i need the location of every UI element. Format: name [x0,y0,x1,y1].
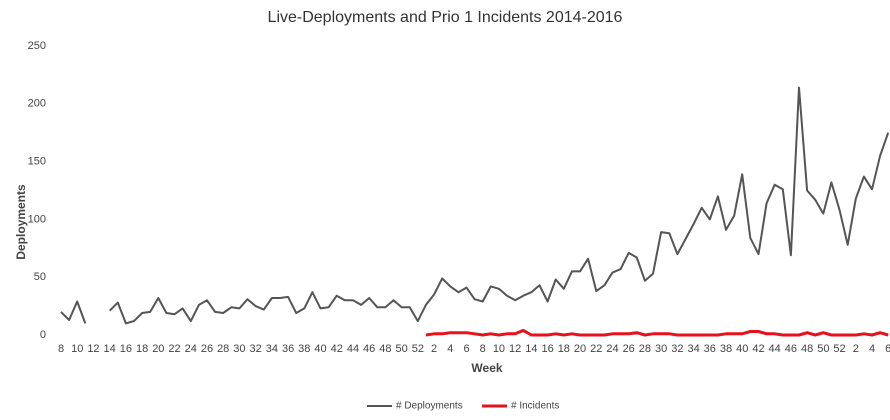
x-tick-label: 8 [480,343,486,355]
legend-label: # Deployments [396,401,463,412]
data-line [60,86,890,325]
x-tick-label: 12 [509,343,521,355]
x-tick-label: 30 [233,343,245,355]
x-tick-label: 46 [785,343,797,355]
x-tick-label: 32 [671,343,683,355]
x-tick-label: 18 [136,343,148,355]
y-tick-label: 250 [28,40,46,52]
legend-label: # Incidents [511,401,559,412]
data-line [425,328,889,337]
x-tick-label: 4 [447,343,453,355]
x-tick-label: 50 [395,343,407,355]
x-tick-label: 52 [833,343,845,355]
y-tick-label: 100 [28,213,46,225]
x-tick-label: 52 [412,343,424,355]
x-tick-label: 34 [687,343,699,355]
x-tick-label: 2 [853,343,859,355]
x-tick-label: 44 [769,343,781,355]
x-tick-label: 44 [347,343,359,355]
x-tick-label: 14 [525,343,537,355]
y-tick-label: 150 [28,156,46,168]
y-tick-label: 0 [40,329,46,341]
x-tick-label: 34 [266,343,278,355]
x-tick-label: 42 [331,343,343,355]
x-tick-label: 28 [217,343,229,355]
x-tick-label: 40 [736,343,748,355]
x-tick-label: 6 [463,343,469,355]
x-tick-label: 24 [185,343,197,355]
x-tick-label: 26 [201,343,213,355]
x-tick-label: 10 [493,343,505,355]
x-tick-label: 38 [298,343,310,355]
x-tick-label: 20 [152,343,164,355]
x-tick-label: 26 [623,343,635,355]
x-tick-label: 30 [655,343,667,355]
x-tick-label: 40 [314,343,326,355]
x-tick-label: 24 [606,343,618,355]
chart-title: Live-Deployments and Prio 1 Incidents 20… [268,9,623,26]
x-tick-label: 14 [104,343,116,355]
x-tick-label: 38 [720,343,732,355]
x-tick-label: 16 [541,343,553,355]
x-tick-label: 36 [704,343,716,355]
x-tick-label: 36 [282,343,294,355]
x-tick-label: 18 [558,343,570,355]
x-tick-label: 28 [639,343,651,355]
x-tick-label: 32 [250,343,262,355]
x-tick-label: 4 [869,343,875,355]
x-tick-label: 46 [363,343,375,355]
x-tick-label: 48 [379,343,391,355]
y-axis-title: Deployments [14,184,28,260]
y-tick-label: 200 [28,98,46,110]
x-tick-label: 48 [801,343,813,355]
x-tick-label: 8 [58,343,64,355]
x-tick-label: 42 [752,343,764,355]
x-tick-label: 10 [71,343,83,355]
x-tick-label: 22 [590,343,602,355]
x-tick-label: 12 [87,343,99,355]
x-tick-label: 16 [120,343,132,355]
x-tick-label: 50 [817,343,829,355]
x-tick-label: 6 [885,343,890,355]
y-tick-label: 50 [34,271,46,283]
x-tick-label: 22 [168,343,180,355]
x-tick-label: 2 [431,343,437,355]
x-axis-title: Week [471,361,502,375]
x-tick-label: 20 [574,343,586,355]
